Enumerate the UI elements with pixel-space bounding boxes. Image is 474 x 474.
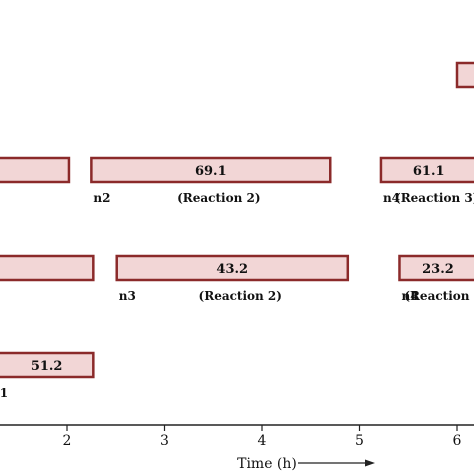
task-value-label: 69.1 [195, 164, 227, 179]
x-tick-label: 6 [453, 433, 462, 449]
task-value-label: 43.2 [216, 262, 248, 277]
task-reaction-label: (Reaction 3) [395, 191, 474, 205]
task-node-label: n2 [93, 191, 110, 205]
task-bar [398, 254, 474, 282]
x-tick-label: 5 [355, 433, 364, 449]
task-block [0, 254, 95, 282]
task-node-label: n4 [401, 289, 418, 303]
task-value-label: 61.1 [413, 164, 445, 179]
task-block: 69.1 n2 (Reaction 2) [90, 156, 332, 205]
task-block: 43.2 n3 (Reaction 2) [115, 254, 350, 303]
task-block: 23.2 n4(Reaction 3) [398, 254, 474, 303]
task-bar [455, 61, 474, 89]
task-block: 61.1 n4(Reaction 3) [379, 156, 474, 205]
task-node-label: n3 [119, 289, 136, 303]
task-node-label: n4 [383, 191, 400, 205]
x-axis-title: Time (h) [237, 456, 297, 472]
time-arrow-head [365, 459, 375, 467]
task-value-label: 23.2 [422, 262, 454, 277]
task-value-label: 51.2 [31, 359, 63, 374]
x-tick-label: 3 [160, 433, 169, 449]
x-tick-label: 2 [63, 433, 72, 449]
task-block [0, 156, 71, 184]
x-axis-ticks: 2 3 4 5 6 [63, 425, 462, 449]
task-node-label: n1 [0, 386, 8, 400]
task-bar [0, 156, 71, 184]
schedule-bars: 69.1n2 (Reaction 2)61.1n4(Reaction 3)43.2… [0, 61, 474, 400]
task-bar [0, 351, 95, 379]
task-reaction-label: (Reaction 3) [404, 289, 474, 303]
time-axis: 2 3 4 5 6 Time (h) [0, 424, 474, 472]
task-bar [0, 254, 95, 282]
task-block: 51.2 n1 [0, 351, 95, 400]
task-bar [379, 156, 474, 184]
task-reaction-label: (Reaction 2) [199, 289, 282, 303]
task-bar [115, 254, 350, 282]
x-tick-label: 4 [258, 433, 267, 449]
task-bar [90, 156, 332, 184]
task-reaction-label: (Reaction 2) [177, 191, 260, 205]
task-block [455, 61, 474, 89]
